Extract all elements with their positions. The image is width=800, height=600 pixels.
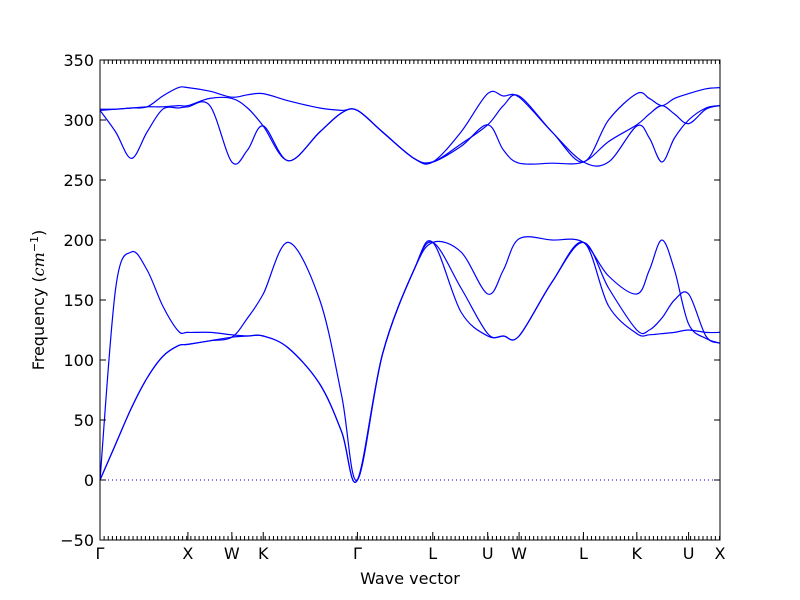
x-tick-label: L xyxy=(579,544,588,563)
x-tick-label: X xyxy=(182,544,193,563)
y-tick-label: 200 xyxy=(63,231,94,250)
y-tick-label: 0 xyxy=(84,471,94,490)
plot-frame xyxy=(99,59,721,541)
y-axis-title: Frequency (cm−1) xyxy=(28,230,49,371)
x-tick-label: U xyxy=(683,544,695,563)
y-tick-label: 100 xyxy=(63,351,94,370)
dispersion-branch-6 xyxy=(100,86,720,165)
y-axis-title-exponent: −1 xyxy=(28,236,41,252)
x-tick-label: K xyxy=(258,544,269,563)
dispersion-branch-1 xyxy=(100,236,720,483)
x-tick-label: K xyxy=(632,544,643,563)
y-axis-ticks: −50 0 50 100 150 200 250 300 350 xyxy=(60,51,720,550)
y-tick-label: 50 xyxy=(74,411,94,430)
y-tick-label: 350 xyxy=(63,51,94,70)
dispersion-branch-3 xyxy=(100,240,720,483)
y-tick-label: −50 xyxy=(60,531,94,550)
x-tick-label: W xyxy=(511,544,527,563)
y-tick-label: 300 xyxy=(63,111,94,130)
x-tick-label: L xyxy=(428,544,437,563)
dispersion-curves xyxy=(100,86,720,483)
x-tick-label: Γ xyxy=(96,544,105,563)
x-tick-label: W xyxy=(224,544,240,563)
x-tick-label: X xyxy=(715,544,726,563)
y-axis-title-suffix: ) xyxy=(29,230,48,236)
y-axis-title-unit: cm xyxy=(29,252,48,276)
y-tick-label: 250 xyxy=(63,171,94,190)
x-axis-title: Wave vector xyxy=(360,569,460,588)
y-axis-title-prefix: Frequency ( xyxy=(29,276,48,370)
x-tick-label: U xyxy=(482,544,494,563)
dispersion-branch-5 xyxy=(100,96,720,165)
x-tick-label: Γ xyxy=(353,544,362,563)
y-tick-label: 150 xyxy=(63,291,94,310)
